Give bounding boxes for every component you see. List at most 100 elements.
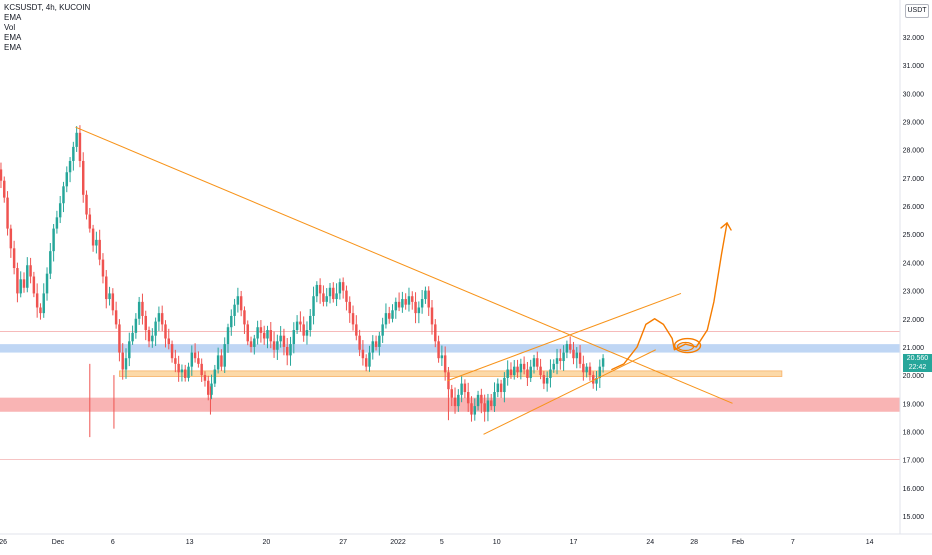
currency-badge[interactable]: USDT	[905, 4, 929, 18]
price-tick-label: 22.000	[903, 317, 925, 324]
candle-down	[364, 358, 368, 367]
candle-down	[578, 352, 582, 364]
candle-down	[39, 307, 42, 314]
indicator-vol[interactable]: Vol	[4, 23, 16, 32]
price-tick-label: 18.000	[903, 429, 925, 436]
candle-up	[42, 293, 45, 314]
candle-up	[440, 355, 444, 359]
candle-down	[193, 352, 197, 359]
symbol-title[interactable]: KCSUSDT, 4h, KUCOIN	[4, 3, 91, 12]
candle-down	[332, 287, 335, 300]
candle-up	[384, 313, 388, 325]
candle-down	[220, 355, 223, 367]
candle-down	[302, 324, 305, 336]
candle-down	[522, 363, 526, 370]
candle-up	[503, 377, 506, 393]
candle-down	[141, 301, 144, 316]
candle-down	[588, 366, 592, 376]
candle-up	[529, 366, 532, 378]
candle-down	[0, 169, 3, 181]
candle-up	[394, 301, 398, 311]
candle-up	[506, 369, 509, 378]
candle-up	[289, 344, 292, 356]
candle-down	[203, 375, 207, 381]
candle-down	[322, 293, 325, 302]
candle-up	[315, 284, 319, 297]
candle-up	[210, 383, 213, 395]
candle-up	[532, 358, 536, 367]
candle-down	[526, 369, 529, 378]
rising-channel-lower	[483, 349, 656, 435]
candle-up	[486, 400, 490, 412]
candle-countdown: 22:42	[908, 364, 927, 371]
candle-up	[391, 310, 394, 319]
candle-up	[75, 132, 78, 147]
candle-down	[387, 313, 391, 319]
candle-down	[463, 383, 467, 393]
zones-layer	[0, 331, 900, 461]
current-price-value: 20.560	[906, 355, 929, 362]
candle-down	[355, 324, 358, 336]
candle-down	[450, 389, 453, 398]
candle-up	[424, 290, 427, 300]
candle-down	[282, 335, 286, 347]
candle-down	[111, 293, 115, 311]
candle-down	[411, 296, 414, 302]
price-tick-label: 31.000	[903, 63, 925, 70]
descending-trendline	[75, 126, 733, 404]
time-tick-label: 17	[570, 539, 578, 546]
candle-up	[279, 335, 282, 342]
chart-legend: KCSUSDT, 4h, KUCOIN EMA Vol EMA EMA	[4, 3, 90, 53]
candle-down	[174, 358, 177, 364]
indicator-ema-2[interactable]: EMA	[4, 33, 22, 42]
time-tick-label: 14	[866, 539, 874, 546]
candle-down	[144, 315, 147, 331]
candle-up	[312, 296, 315, 316]
candle-down	[430, 307, 434, 325]
candle-up	[598, 366, 602, 378]
candle-down	[351, 313, 355, 325]
candle-down	[427, 290, 430, 308]
candle-up	[496, 383, 500, 393]
candle-up	[601, 358, 605, 367]
candle-down	[177, 363, 180, 373]
resistance-zone	[0, 344, 900, 353]
candle-down	[98, 239, 101, 260]
candle-down	[453, 397, 457, 407]
candle-down	[434, 324, 437, 342]
candle-down	[32, 276, 36, 294]
candle-down	[114, 310, 118, 325]
indicator-ema-3[interactable]: EMA	[4, 43, 22, 52]
candle-up	[68, 160, 72, 173]
candle-up	[95, 239, 98, 246]
candle-down	[582, 363, 585, 373]
candle-up	[190, 352, 194, 367]
time-tick-label: 6	[111, 539, 115, 546]
candle-up	[309, 315, 312, 331]
candle-up	[552, 363, 555, 370]
candle-down	[536, 358, 539, 367]
candle-down	[81, 160, 85, 195]
price-tick-label: 19.000	[903, 401, 925, 408]
candle-down	[164, 324, 167, 339]
price-axis: 15.000 16.000 17.000 18.000 19.000 20.000 21.0…	[899, 0, 925, 534]
candle-down	[272, 341, 276, 350]
candle-up	[417, 307, 421, 314]
candle-up	[52, 228, 55, 252]
candle-up	[151, 335, 154, 342]
candle-down	[437, 341, 440, 359]
candle-up	[226, 327, 230, 345]
price-tick-label: 17.000	[903, 458, 925, 465]
candle-up	[187, 366, 190, 378]
candle-up	[407, 296, 411, 305]
price-tick-label: 24.000	[903, 260, 925, 267]
candle-up	[72, 146, 75, 161]
candle-down	[12, 248, 16, 269]
price-tick-label: 32.000	[903, 35, 925, 42]
candle-up	[378, 335, 381, 347]
candle-down	[16, 268, 19, 294]
candle-up	[595, 377, 598, 384]
indicator-ema-1[interactable]: EMA	[4, 13, 22, 22]
